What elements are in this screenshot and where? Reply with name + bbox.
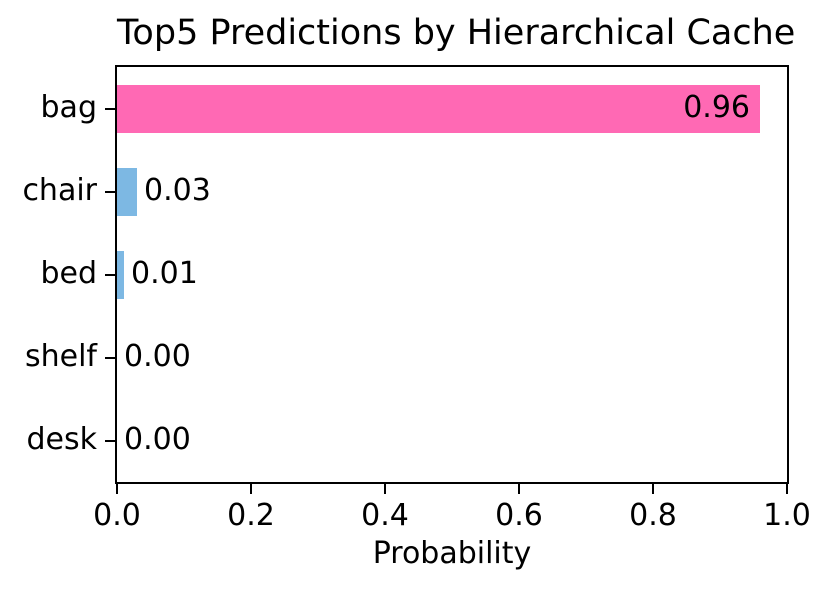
x-tick-0.2: [250, 484, 252, 494]
x-tick-label-0.6: 0.6: [495, 498, 543, 533]
x-tick-label-0.8: 0.8: [629, 498, 677, 533]
value-label-bed: 0.01: [131, 255, 198, 291]
bar-bag: [117, 84, 760, 133]
category-label-bag: bag: [40, 89, 97, 125]
y-tick-bag: [105, 107, 115, 110]
x-tick-label-0.0: 0.0: [93, 498, 141, 533]
bar-bed: [117, 250, 124, 299]
plot-area: [115, 65, 789, 484]
x-tick-label-0.2: 0.2: [227, 498, 275, 533]
x-tick-0.0: [116, 484, 118, 494]
y-tick-bed: [105, 273, 115, 276]
y-tick-desk: [105, 439, 115, 442]
x-tick-label-1.0: 1.0: [763, 498, 811, 533]
category-label-shelf: shelf: [25, 338, 97, 374]
y-tick-shelf: [105, 356, 115, 359]
x-tick-0.6: [518, 484, 520, 494]
x-tick-label-0.4: 0.4: [361, 498, 409, 533]
category-label-desk: desk: [26, 421, 97, 457]
category-label-bed: bed: [40, 255, 97, 291]
x-tick-0.8: [652, 484, 654, 494]
x-axis-label: Probability: [372, 536, 532, 571]
bar-chair: [117, 167, 137, 216]
value-label-chair: 0.03: [144, 172, 211, 208]
category-label-chair: chair: [22, 172, 97, 208]
value-label-desk: 0.00: [124, 421, 191, 457]
y-tick-chair: [105, 190, 115, 193]
x-tick-1.0: [786, 484, 788, 494]
value-label-bag: 0.96: [683, 89, 750, 125]
x-tick-0.4: [384, 484, 386, 494]
value-label-shelf: 0.00: [124, 338, 191, 374]
chart-title: Top5 Predictions by Hierarchical Cache: [117, 13, 796, 53]
